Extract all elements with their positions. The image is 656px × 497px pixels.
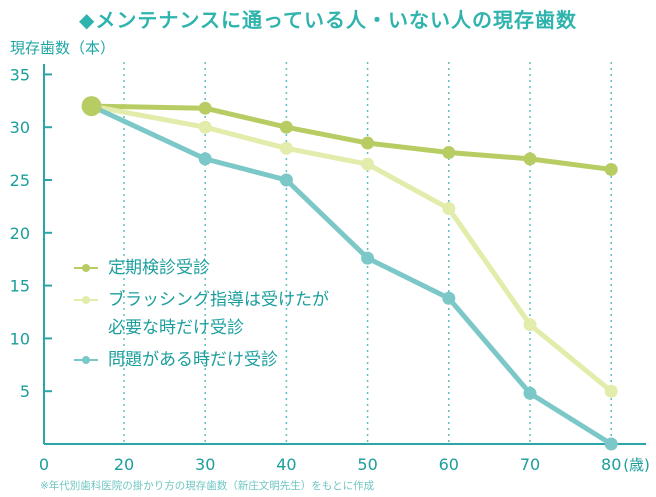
x-tick-label: 40	[276, 455, 296, 474]
x-tick-label: 0	[39, 455, 49, 474]
legend-swatch-regular-checkup	[74, 264, 98, 272]
legend-item: ブラッシング指導は受けたが 必要な時だけ受診	[74, 286, 329, 342]
x-unit-label: (歳)	[623, 456, 650, 474]
y-tick-label: 15	[10, 277, 30, 296]
data-point	[279, 141, 293, 155]
y-tick-label: 10	[10, 329, 30, 348]
data-series	[81, 96, 618, 451]
data-point	[442, 291, 456, 305]
legend-label-only-when-problem: 問題がある時だけ受診	[108, 350, 278, 370]
x-tick-label: 70	[520, 455, 540, 474]
axes	[43, 64, 646, 445]
data-point	[442, 146, 456, 160]
data-point	[523, 318, 537, 332]
legend-swatch-only-when-problem	[74, 356, 98, 364]
data-point	[361, 136, 375, 150]
data-point	[523, 386, 537, 400]
y-tick-label: 20	[10, 224, 30, 243]
data-point	[604, 437, 618, 451]
data-point	[198, 152, 212, 166]
data-point	[279, 173, 293, 187]
legend-label-regular-checkup: 定期検診受診	[108, 258, 210, 278]
footnote: ※年代別歯科医院の掛かり方の現存歯数（新庄文明先生）をもとに作成	[40, 480, 375, 492]
data-point	[279, 120, 293, 134]
data-point	[361, 251, 375, 265]
start-point	[81, 96, 102, 117]
legend-swatch-brushing-guidance	[74, 296, 98, 304]
y-tick-label: 35	[10, 65, 30, 84]
data-point	[523, 152, 537, 166]
legend: 定期検診受診 ブラッシング指導は受けたが 必要な時だけ受診 問題がある時だけ受診	[74, 254, 329, 378]
legend-label-brushing-guidance: ブラッシング指導は受けたが 必要な時だけ受診	[108, 290, 329, 338]
y-tick-label: 30	[10, 118, 30, 137]
grid-lines	[123, 62, 612, 444]
data-point	[604, 384, 618, 398]
legend-item: 定期検診受診	[74, 254, 329, 282]
legend-item: 問題がある時だけ受診	[74, 346, 329, 374]
chart-title: ◆メンテナンスに通っている人・いない人の現存歯数	[79, 8, 577, 32]
data-point	[198, 120, 212, 134]
y-tick-label: 25	[10, 171, 30, 190]
data-point	[442, 202, 456, 216]
data-point	[361, 157, 375, 171]
data-point	[198, 101, 212, 115]
y-tick-label: 5	[20, 382, 30, 401]
x-tick-label: 20	[114, 455, 134, 474]
tick-labels: 5 10 15 20 25 30 35 0 20 30 40 50 60 70 80 (歳)	[10, 65, 650, 474]
x-tick-label: 80	[601, 455, 621, 474]
x-tick-label: 50	[357, 455, 377, 474]
y-axis-label: 現存歯数（本）	[10, 39, 116, 57]
x-tick-label: 30	[195, 455, 215, 474]
data-point	[604, 162, 618, 176]
x-tick-label: 60	[439, 455, 459, 474]
